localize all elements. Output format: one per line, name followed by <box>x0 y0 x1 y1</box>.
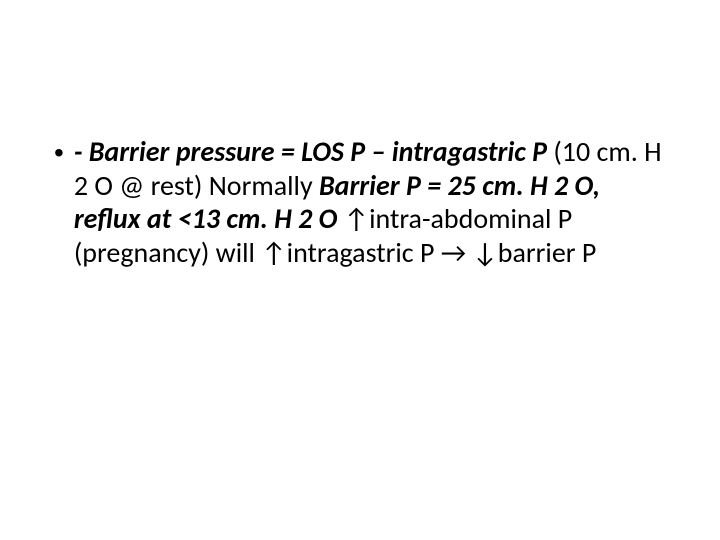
slide: • - Barrier pressure = LOS P – intragast… <box>0 0 720 540</box>
bullet-marker: • <box>54 135 64 170</box>
segment-bold-italic-1: - Barrier pressure = LOS P – intragastri… <box>74 134 554 169</box>
bullet-item: • - Barrier pressure = LOS P – intragast… <box>54 135 670 269</box>
bullet-text: - Barrier pressure = LOS P – intragastri… <box>74 135 670 269</box>
